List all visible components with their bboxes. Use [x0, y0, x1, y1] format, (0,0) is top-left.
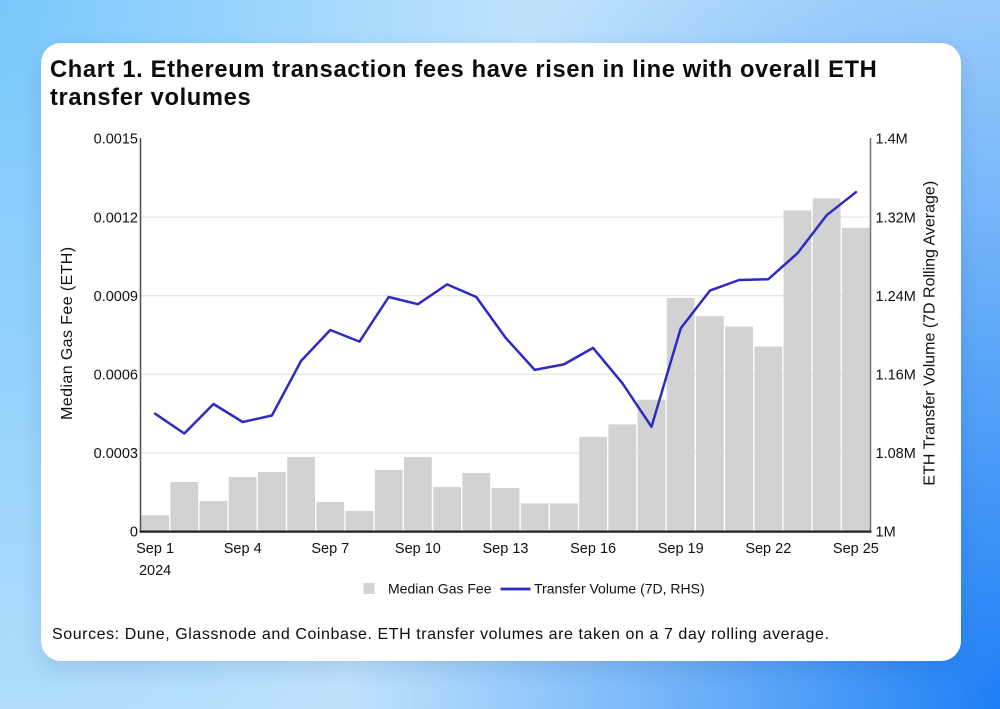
svg-text:0: 0: [130, 525, 138, 541]
svg-text:Sep 19: Sep 19: [658, 541, 704, 557]
svg-text:Median Gas Fee: Median Gas Fee: [388, 581, 492, 597]
svg-text:Sep 7: Sep 7: [311, 541, 349, 557]
svg-text:Median Gas Fee (ETH): Median Gas Fee (ETH): [59, 247, 76, 420]
svg-text:Sep 10: Sep 10: [395, 541, 441, 557]
svg-text:1.08M: 1.08M: [876, 446, 916, 462]
svg-text:0.0012: 0.0012: [94, 210, 138, 226]
svg-text:2024: 2024: [139, 563, 171, 579]
svg-text:Sep 25: Sep 25: [833, 541, 879, 557]
svg-text:0.0015: 0.0015: [94, 132, 138, 148]
svg-text:Transfer Volume (7D, RHS): Transfer Volume (7D, RHS): [534, 581, 705, 597]
svg-text:Sep 1: Sep 1: [136, 541, 174, 557]
svg-text:1M: 1M: [876, 525, 896, 541]
svg-text:0.0006: 0.0006: [94, 368, 138, 384]
svg-text:Sep 22: Sep 22: [745, 541, 791, 557]
svg-text:1.4M: 1.4M: [876, 132, 908, 148]
svg-text:ETH Transfer Volume (7D Rollin: ETH Transfer Volume (7D Rolling Average): [922, 181, 939, 486]
svg-text:Sep 16: Sep 16: [570, 541, 616, 557]
svg-text:0.0003: 0.0003: [94, 446, 138, 462]
svg-text:1.16M: 1.16M: [876, 368, 916, 384]
svg-text:Sep 13: Sep 13: [483, 541, 529, 557]
svg-text:0.0009: 0.0009: [94, 289, 138, 305]
svg-text:Sep 4: Sep 4: [224, 541, 262, 557]
svg-text:1.32M: 1.32M: [876, 210, 916, 226]
svg-text:1.24M: 1.24M: [876, 289, 916, 305]
